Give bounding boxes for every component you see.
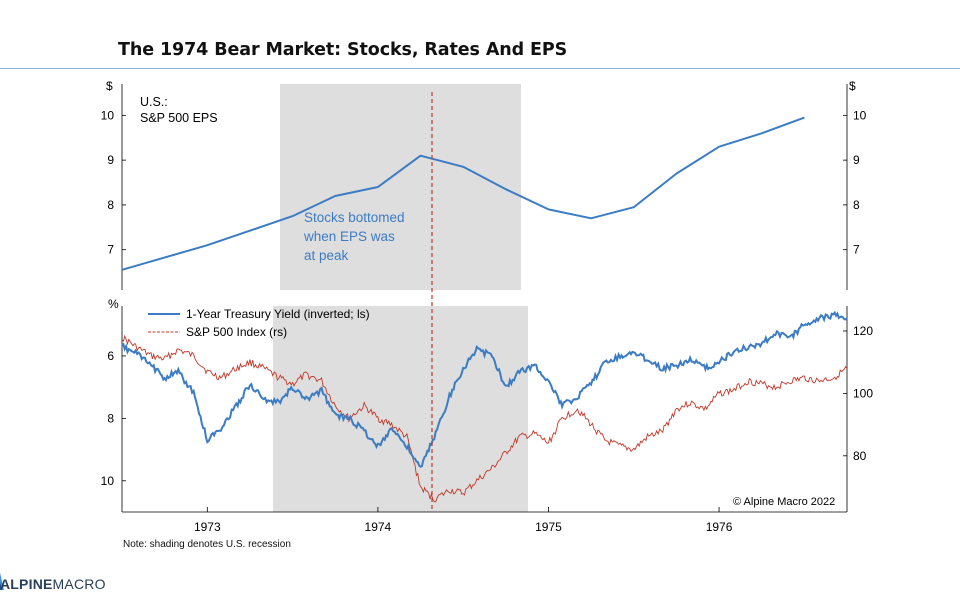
top-left-tick-label: 7: [107, 243, 114, 257]
top-right-unit: $: [849, 79, 856, 93]
top-right-tick-label: 7: [853, 243, 860, 257]
sp500-series-line: [121, 334, 848, 503]
x-tick-label: 1974: [365, 520, 392, 534]
annotation-line1: Stocks bottomed: [304, 210, 405, 225]
x-tick-label: 1973: [194, 520, 221, 534]
company-logo: ALPINEMACRO: [0, 576, 106, 592]
legend-label-yield: 1-Year Treasury Yield (inverted; ls): [186, 307, 370, 321]
eps-series-line: [121, 116, 805, 271]
bottom-left-tick-label: 6: [107, 349, 114, 363]
bottom-left-tick-label: 8: [107, 411, 114, 425]
chart-title: The 1974 Bear Market: Stocks, Rates And …: [118, 40, 568, 60]
bottom-right-tick-label: 100: [853, 386, 873, 400]
top-left-tick-label: 9: [107, 153, 114, 167]
top-right-tick-label: 9: [853, 153, 860, 167]
recession-shade-bottom: [273, 306, 528, 512]
logo-text-alpine: ALPINE: [0, 576, 53, 592]
footnote: Note: shading denotes U.S. recession: [123, 539, 291, 550]
annotation-line3: at peak: [304, 248, 349, 263]
chart-area: $ $ % U.S.: S&P 500 EPS Stocks bottomed …: [101, 79, 874, 534]
top-left-tick-label: 8: [107, 198, 114, 212]
x-tick-label: 1975: [535, 520, 562, 534]
panel-label-line2: S&P 500 EPS: [140, 111, 218, 125]
title-rule: [0, 68, 960, 69]
bottom-left-unit: %: [108, 297, 119, 311]
panel-label-line1: U.S.:: [140, 95, 168, 109]
top-right-tick-label: 8: [853, 198, 860, 212]
recession-shade-top: [280, 84, 521, 290]
top-right-tick-label: 10: [853, 108, 867, 122]
logo-text-macro: MACRO: [52, 576, 106, 592]
x-tick-label: 1976: [706, 520, 733, 534]
copyright: © Alpine Macro 2022: [733, 496, 835, 508]
treasury-yield-series-line: [121, 310, 848, 468]
bottom-right-tick-label: 120: [853, 324, 873, 338]
annotation-line2: when EPS was: [303, 229, 395, 244]
top-left-tick-label: 10: [101, 108, 115, 122]
bottom-left-tick-label: 10: [101, 474, 115, 488]
legend-label-sp500: S&P 500 Index (rs): [186, 325, 287, 339]
top-left-unit: $: [106, 79, 113, 93]
logo-icon: [0, 572, 4, 590]
bottom-right-tick-label: 80: [853, 449, 867, 463]
